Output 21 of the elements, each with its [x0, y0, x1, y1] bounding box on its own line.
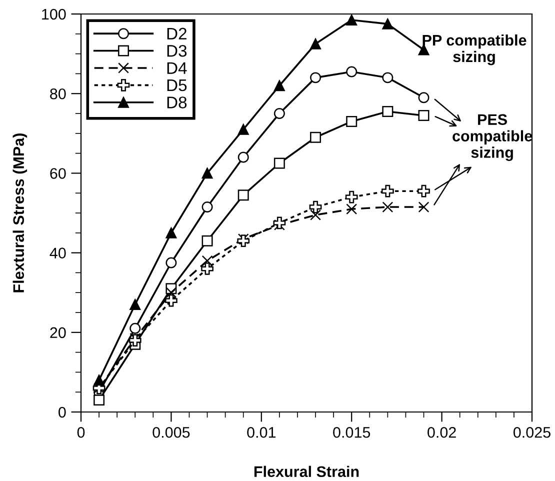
x-tick-label: 0.005 [152, 426, 190, 438]
legend-label: D5 [167, 80, 187, 92]
y-tick-label: 60 [50, 168, 66, 179]
annotation: PP compatible sizing [422, 34, 526, 66]
y-tick-label: 100 [42, 8, 66, 20]
x-tick-label: 0.01 [247, 426, 276, 438]
y-axis-title: Flextural Stress (MPa) [12, 134, 28, 292]
x-tick-label: 0.02 [428, 426, 456, 438]
legend-label: D8 [167, 96, 187, 108]
x-tick-label: 0.025 [513, 426, 550, 438]
x-tick-label: 0 [77, 426, 85, 438]
x-axis-title: Flexural Strain [254, 466, 359, 478]
y-tick-label: 0 [58, 406, 66, 418]
y-tick-label: 20 [50, 327, 66, 338]
annotation: PES compatible sizing [452, 114, 532, 161]
legend-label: D4 [167, 62, 187, 74]
legend-label: D2 [167, 28, 186, 40]
y-tick-label: 80 [50, 88, 66, 100]
y-tick-label: 40 [50, 248, 66, 258]
legend-label: D3 [167, 44, 187, 57]
x-tick-label: 0.015 [333, 426, 370, 438]
